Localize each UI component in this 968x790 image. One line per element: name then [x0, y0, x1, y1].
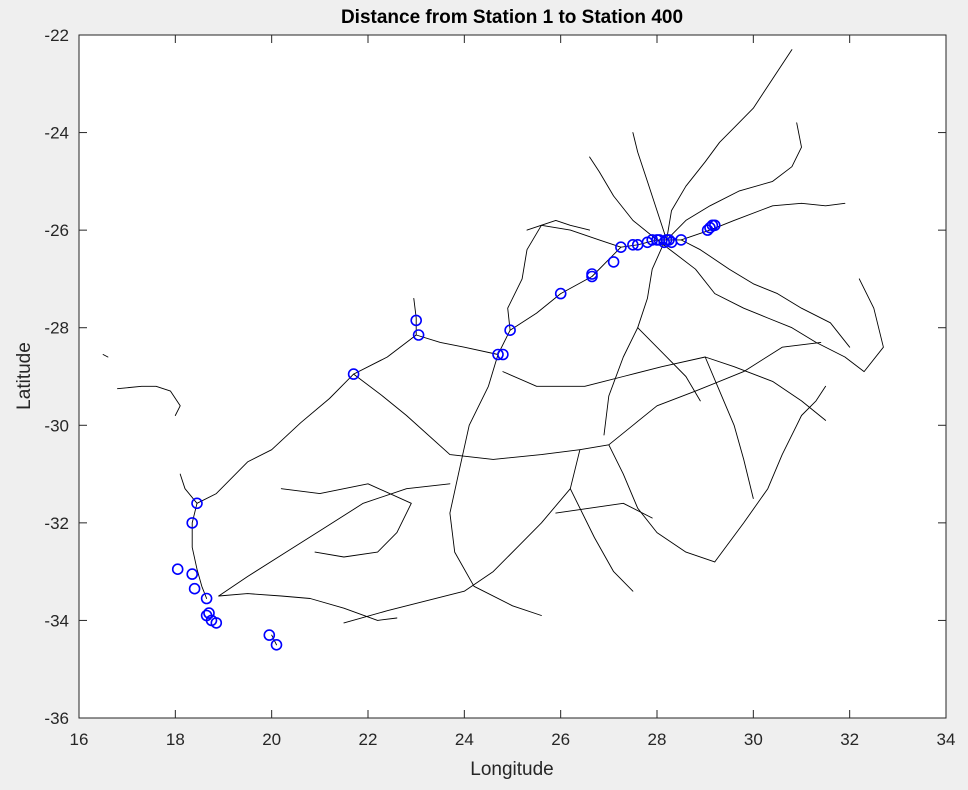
y-tick-label: -24 [44, 124, 69, 143]
x-tick-label: 26 [551, 730, 570, 749]
station-marker [263, 629, 276, 641]
x-tick-label: 20 [262, 730, 281, 749]
x-tick-label: 32 [840, 730, 859, 749]
rail-line-13 [656, 239, 884, 373]
y-tick-label: -28 [44, 319, 69, 338]
rail-line-6 [502, 356, 827, 421]
y-axis-ticks: -36 -34 -32 -30 -28 -26 -24 -22 [44, 26, 946, 728]
station-marker [200, 592, 213, 605]
station-marker [191, 497, 203, 510]
station-marker [586, 270, 598, 283]
x-tick-label: 34 [937, 730, 956, 749]
station-marker [504, 324, 516, 337]
rail-line-11 [507, 224, 622, 331]
station-marker [203, 607, 215, 619]
station-marker [627, 239, 639, 251]
rail-line-4 [353, 341, 822, 460]
rail-line-7 [343, 449, 581, 624]
station-marker [186, 568, 198, 580]
station-marker [171, 563, 184, 576]
rail-line-1 [102, 354, 109, 358]
rail-line-25 [637, 327, 701, 402]
y-axis-label: Latitude [14, 342, 35, 410]
x-axis-label: Longitude [470, 759, 553, 780]
station-marker [646, 234, 659, 246]
station-marker [270, 638, 283, 651]
y-tick-label: -30 [44, 416, 69, 435]
rail-line-26 [555, 502, 653, 519]
station-marker [675, 234, 687, 246]
rail-line-9 [218, 483, 451, 597]
chart-title: Distance from Station 1 to Station 400 [341, 7, 683, 28]
station-marker [347, 368, 360, 380]
station-marker [210, 617, 223, 629]
station-marker [615, 241, 627, 253]
rail-line-0 [117, 385, 181, 416]
y-tick-label: -22 [44, 26, 69, 45]
y-tick-label: -34 [44, 611, 69, 630]
plot-area [79, 35, 946, 718]
rail-line-24 [413, 297, 417, 336]
rail-line-12 [526, 219, 591, 231]
axes-box [78, 34, 947, 719]
station-marker [497, 348, 509, 361]
station-marker [554, 287, 567, 300]
rail-line-10 [280, 483, 412, 558]
station-marker [410, 314, 423, 327]
rail-line-20 [714, 385, 827, 563]
x-tick-label: 30 [744, 730, 763, 749]
x-tick-label: 16 [70, 730, 89, 749]
x-tick-label: 28 [648, 730, 667, 749]
y-tick-label: -36 [44, 709, 69, 728]
y-tick-label: -32 [44, 514, 69, 533]
station-marker [188, 582, 201, 595]
rail-line-18 [589, 156, 658, 241]
station-marker [607, 256, 620, 268]
rail-line-2 [218, 593, 398, 621]
station-marker [492, 348, 504, 361]
rail-line-17 [680, 239, 851, 348]
station-marker [186, 517, 198, 529]
station-markers [171, 219, 721, 651]
x-tick-label: 24 [455, 730, 474, 749]
x-tick-label: 18 [166, 730, 185, 749]
rail-line-21 [704, 356, 754, 499]
x-axis-ticks: 16 18 20 22 24 26 28 30 32 34 [70, 35, 956, 749]
y-tick-label: -26 [44, 221, 69, 240]
rail-line-22 [179, 473, 198, 504]
rail-line-19 [632, 132, 668, 241]
station-marker [412, 329, 425, 341]
rail-line-14 [666, 49, 793, 241]
rail-line-27 [569, 488, 634, 592]
rail-line-5 [449, 354, 542, 616]
rail-line-15 [666, 122, 802, 241]
station-marker [663, 234, 675, 246]
station-marker [708, 219, 721, 232]
rail-line-8 [608, 444, 716, 563]
x-tick-label: 22 [359, 730, 378, 749]
rail-network [102, 49, 884, 646]
